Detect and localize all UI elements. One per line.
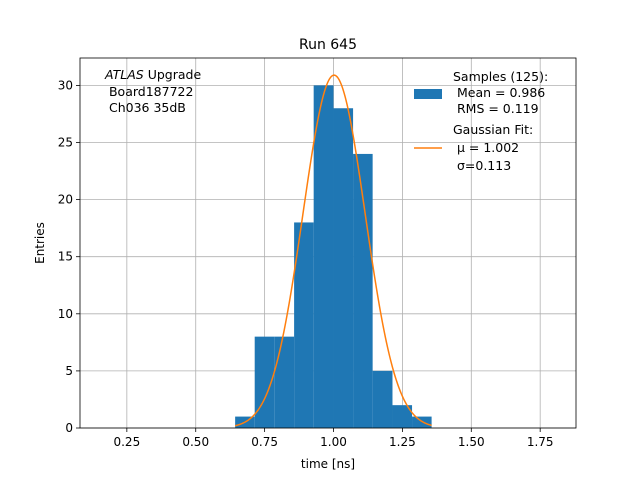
chart-title: Run 645	[299, 37, 357, 53]
y-tick-label: 10	[58, 307, 73, 321]
histogram-bar	[313, 85, 334, 428]
y-tick-label: 20	[58, 193, 73, 207]
annotation-text: ATLAS Upgrade Board187722 Ch036 35dB	[104, 67, 201, 115]
y-axis-ticks: 0 5 10 15 20 25 30	[58, 78, 80, 435]
x-tick-label: 0.75	[251, 435, 278, 449]
x-axis-ticks: 0.25 0.50 0.75 1.00 1.25 1.50 1.75	[113, 428, 554, 449]
gaussian-fit-line	[234, 74, 432, 427]
histogram-bar	[412, 416, 432, 428]
legend-fit-sigma: σ=0.113	[453, 158, 511, 173]
x-tick-label: 1.50	[458, 435, 485, 449]
histogram-bar	[353, 153, 373, 429]
histogram-bar	[274, 336, 295, 428]
y-tick-label: 0	[65, 421, 73, 435]
y-tick-label: 5	[65, 364, 73, 378]
legend-samples-title: Samples (125):	[453, 69, 548, 84]
x-tick-label: 1.75	[527, 435, 554, 449]
histogram-bar	[333, 108, 354, 428]
annotation-board: Board187722	[105, 84, 193, 99]
y-tick-label: 15	[58, 250, 73, 264]
legend-fit-title: Gaussian Fit:	[453, 122, 533, 137]
legend-samples-mean: Mean = 0.986	[453, 85, 545, 100]
x-axis-label: time [ns]	[301, 457, 355, 471]
histogram-bar	[392, 405, 413, 428]
y-axis-label: Entries	[33, 222, 47, 264]
svg-text:ATLAS Upgrade: ATLAS Upgrade	[104, 67, 201, 82]
histogram-bars	[235, 85, 432, 429]
legend: Samples (125): Mean = 0.986 RMS = 0.119 …	[414, 69, 548, 173]
plot-frame	[79, 57, 577, 429]
x-tick-label: 0.25	[113, 435, 140, 449]
x-tick-label: 1.00	[320, 435, 347, 449]
x-tick-label: 0.50	[182, 435, 209, 449]
y-tick-label: 30	[58, 78, 73, 92]
annotation-channel: Ch036 35dB	[105, 100, 186, 115]
histogram-bar	[254, 336, 275, 428]
legend-samples-swatch	[414, 89, 442, 99]
legend-samples-rms: RMS = 0.119	[453, 101, 539, 116]
legend-fit-mu: μ = 1.002	[453, 140, 519, 155]
annotation-upgrade: Upgrade	[144, 67, 202, 82]
y-tick-label: 25	[58, 136, 73, 150]
histogram-bar	[294, 222, 314, 428]
histogram-bar	[372, 370, 393, 428]
x-tick-label: 1.25	[389, 435, 416, 449]
annotation-atlas: ATLAS	[104, 67, 144, 82]
